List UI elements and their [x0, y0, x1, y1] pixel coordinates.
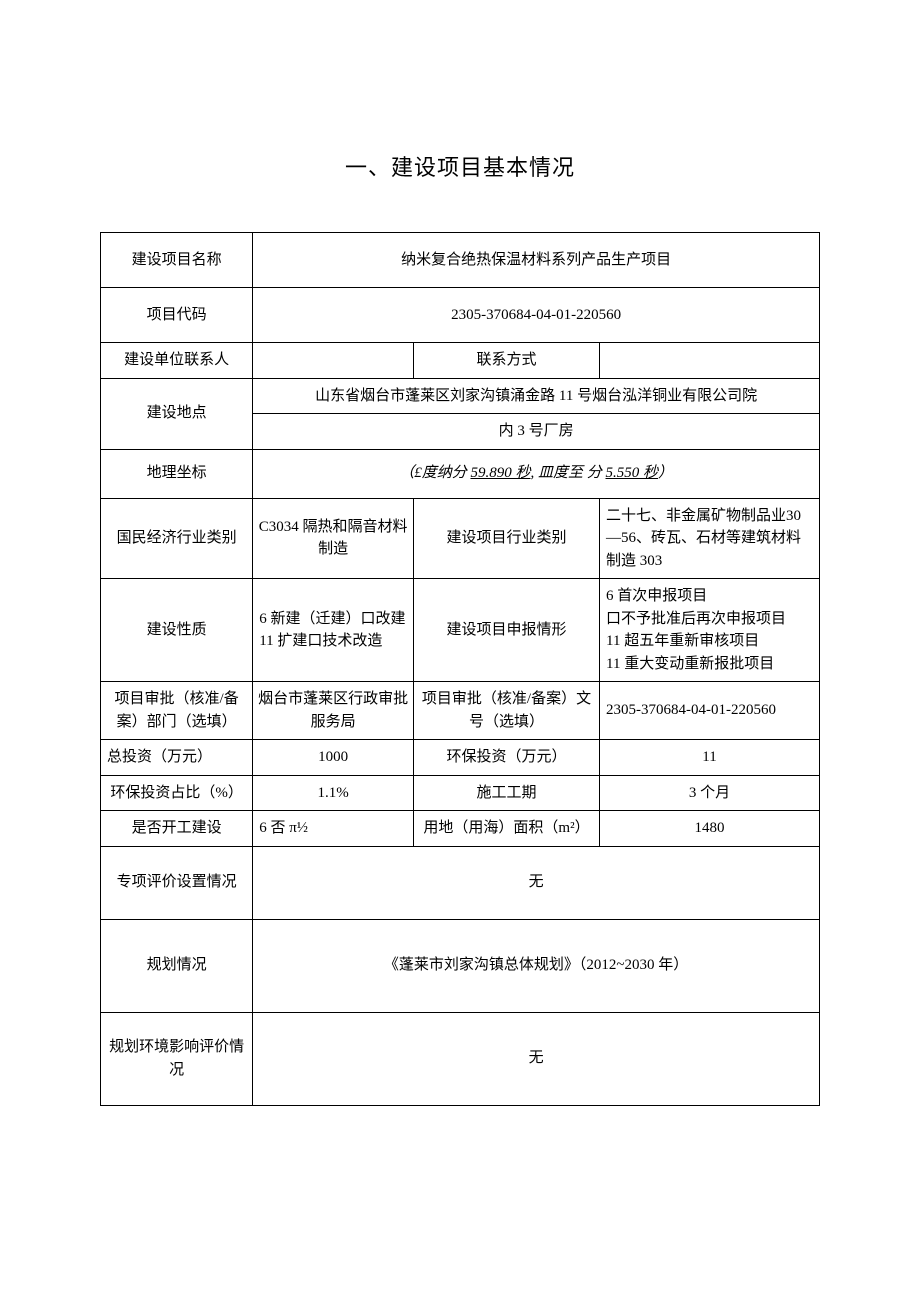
value-plan-eia: 无	[253, 1012, 820, 1105]
label-approval-no: 项目审批（核准/备案）文号（选填）	[413, 682, 599, 740]
section-title: 一、建设项目基本情况	[100, 150, 820, 182]
project-info-table: 建设项目名称 纳米复合绝热保温材料系列产品生产项目 项目代码 2305-3706…	[100, 232, 820, 1106]
value-special-eval: 无	[253, 846, 820, 919]
label-plan: 规划情况	[101, 919, 253, 1012]
label-project-industry: 建设项目行业类别	[413, 498, 599, 579]
value-plan: 《蓬莱市刘家沟镇总体规划》（2012~2030 年）	[253, 919, 820, 1012]
value-contact-person	[253, 343, 414, 379]
label-plan-eia: 规划环境影响评价情况	[101, 1012, 253, 1105]
label-contact-person: 建设单位联系人	[101, 343, 253, 379]
label-env-invest: 环保投资（万元）	[413, 740, 599, 776]
label-period: 施工工期	[413, 775, 599, 811]
value-declare: 6 首次申报项目 口不予批准后再次申报项目 11 超五年重新审核项目 11 重大…	[600, 579, 820, 682]
value-project-code: 2305-370684-04-01-220560	[253, 288, 820, 343]
label-env-ratio: 环保投资占比（%）	[101, 775, 253, 811]
value-address-line2: 内 3 号厂房	[253, 414, 820, 450]
label-address: 建设地点	[101, 378, 253, 449]
value-period: 3 个月	[600, 775, 820, 811]
value-land: 1480	[600, 811, 820, 847]
value-approval-no: 2305-370684-04-01-220560	[600, 682, 820, 740]
label-started: 是否开工建设	[101, 811, 253, 847]
value-project-industry: 二十七、非金属矿物制品业30—56、砖瓦、石材等建筑材料制造 303	[600, 498, 820, 579]
label-industry: 国民经济行业类别	[101, 498, 253, 579]
value-coord: （£度纳分 59.890 秒, 皿度至 分 5.550 秒）	[253, 449, 820, 498]
coord-text: （£度纳分 59.890 秒, 皿度至 分 5.550 秒）	[399, 465, 673, 481]
value-nature: 6 新建（迁建）口改建 11 扩建口技术改造	[253, 579, 414, 682]
label-special-eval: 专项评价设置情况	[101, 846, 253, 919]
label-project-name: 建设项目名称	[101, 233, 253, 288]
label-land: 用地（用海）面积（m²）	[413, 811, 599, 847]
value-env-ratio: 1.1%	[253, 775, 414, 811]
value-industry: C3034 隔热和隔音材料制造	[253, 498, 414, 579]
label-coord: 地理坐标	[101, 449, 253, 498]
label-declare: 建设项目申报情形	[413, 579, 599, 682]
value-total-invest: 1000	[253, 740, 414, 776]
label-total-invest: 总投资（万元）	[101, 740, 253, 776]
value-approval-dept: 烟台市蓬莱区行政审批服务局	[253, 682, 414, 740]
label-contact-method: 联系方式	[413, 343, 599, 379]
value-env-invest: 11	[600, 740, 820, 776]
label-nature: 建设性质	[101, 579, 253, 682]
value-project-name: 纳米复合绝热保温材料系列产品生产项目	[253, 233, 820, 288]
label-project-code: 项目代码	[101, 288, 253, 343]
value-started: 6 否 π½	[253, 811, 414, 847]
value-contact-method	[600, 343, 820, 379]
value-address-line1: 山东省烟台市蓬莱区刘家沟镇涌金路 11 号烟台泓洋铜业有限公司院	[253, 378, 820, 414]
label-approval-dept: 项目审批（核准/备案）部门（选填）	[101, 682, 253, 740]
